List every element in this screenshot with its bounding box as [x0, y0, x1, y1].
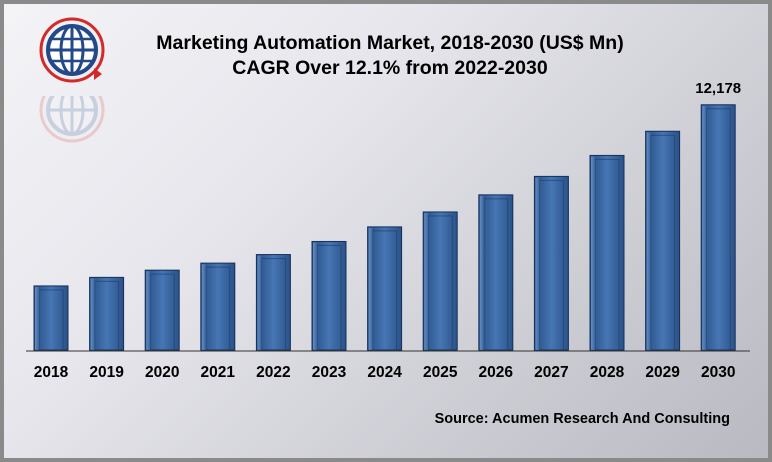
- bar-2023: [311, 240, 347, 351]
- logo-reflection: [36, 96, 108, 146]
- x-tick-label-2024: 2024: [367, 364, 402, 381]
- bar-2026: [478, 194, 514, 351]
- x-tick-label-2027: 2027: [534, 364, 568, 381]
- data-label-2030: 12,178: [695, 80, 741, 97]
- bar-2029: [645, 130, 681, 351]
- source-note: Source: Acumen Research And Consulting: [434, 411, 730, 427]
- bar-2018: [33, 285, 69, 351]
- x-tick-label-2028: 2028: [590, 364, 625, 381]
- x-tick-label-2026: 2026: [479, 364, 514, 381]
- bar-2021: [200, 262, 236, 351]
- globe-logo-icon: [39, 17, 105, 83]
- chart-title: Marketing Automation Market, 2018-2030 (…: [80, 31, 700, 81]
- x-tick-label-2019: 2019: [89, 364, 124, 381]
- x-tick-label-2023: 2023: [312, 364, 347, 381]
- bar-2025: [422, 211, 458, 351]
- x-tick-label-2030: 2030: [701, 364, 735, 381]
- x-tick-label-2022: 2022: [256, 364, 290, 381]
- bar-2020: [144, 269, 180, 351]
- bar-2030: [700, 104, 736, 351]
- bar-2022: [255, 254, 291, 351]
- bar-2028: [589, 154, 625, 351]
- chart-subtitle: CAGR Over 12.1% from 2022-2030: [232, 57, 548, 79]
- bar-2027: [533, 175, 569, 351]
- x-tick-label-2025: 2025: [423, 364, 458, 381]
- bar-2019: [89, 276, 125, 351]
- x-tick-label-2018: 2018: [34, 364, 69, 381]
- bar-2024: [367, 226, 403, 351]
- x-tick-label-2021: 2021: [201, 364, 236, 381]
- chart-title-line1: Marketing Automation Market, 2018-2030 (…: [156, 32, 624, 54]
- x-tick-label-2029: 2029: [645, 364, 680, 381]
- x-tick-label-2020: 2020: [145, 364, 179, 381]
